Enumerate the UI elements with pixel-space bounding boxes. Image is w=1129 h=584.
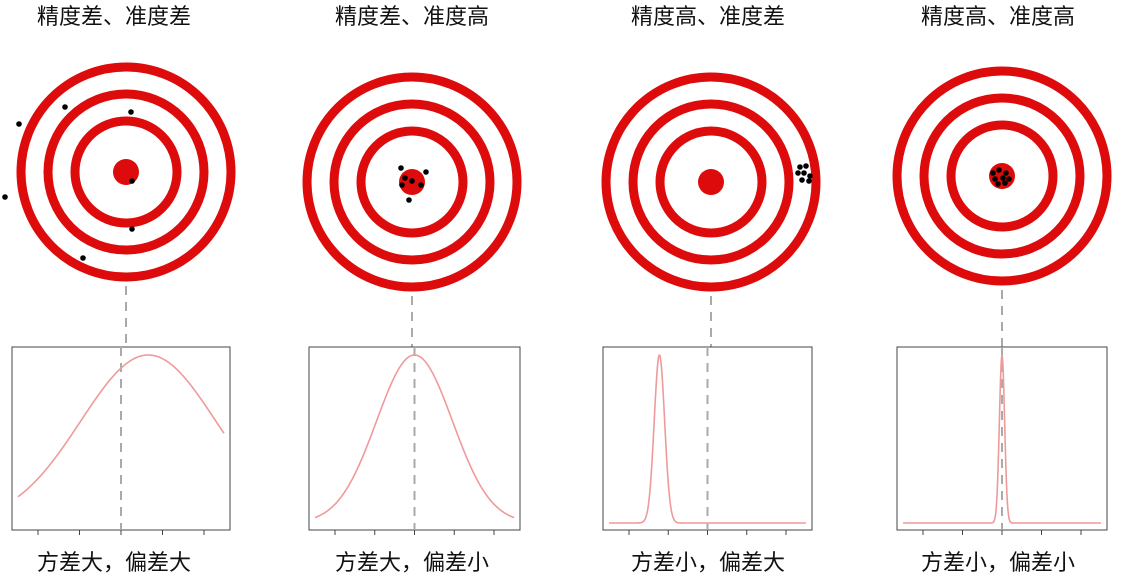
target-ring-1 xyxy=(302,72,522,292)
target-bullseye xyxy=(113,159,139,185)
target-ring-3 xyxy=(946,120,1058,232)
shot-dot xyxy=(423,169,429,175)
shot-dot xyxy=(1000,175,1006,181)
shot-dot xyxy=(797,164,803,170)
shot-dot xyxy=(16,121,22,127)
shot-dot xyxy=(807,173,813,179)
target-ring-1 xyxy=(892,66,1112,286)
target-ring-2 xyxy=(628,99,794,265)
shot-dot xyxy=(399,182,405,188)
target-ring-2 xyxy=(329,99,495,265)
panel-2 xyxy=(302,72,522,535)
panel-3-title: 精度高、准度差 xyxy=(630,5,785,30)
shot-dot xyxy=(801,170,807,176)
shot-dot xyxy=(62,104,68,110)
density-plot-frame xyxy=(602,346,813,531)
shot-dot xyxy=(1002,180,1008,186)
shot-dot xyxy=(806,178,812,184)
shot-dot xyxy=(992,176,998,182)
density-curve xyxy=(903,354,1101,524)
panel-1-title: 精度差、准度差 xyxy=(36,5,191,30)
density-plot-frame xyxy=(896,346,1108,531)
shot-dot xyxy=(995,181,1001,187)
shot-dot xyxy=(129,178,135,184)
shot-dot xyxy=(406,197,412,203)
shot-dot xyxy=(409,178,415,184)
shot-dot xyxy=(2,194,8,200)
panel-4-title: 精度高、准度高 xyxy=(920,5,1075,30)
shot-dot xyxy=(996,167,1002,173)
shot-dot xyxy=(80,255,86,261)
shot-dot xyxy=(129,226,135,232)
target-ring-3 xyxy=(356,126,468,238)
target-ring-3 xyxy=(655,126,767,238)
shot-dot xyxy=(1006,176,1012,182)
shot-dot xyxy=(990,170,996,176)
target-ring-3 xyxy=(70,116,182,228)
panel-2-title: 精度差、准度高 xyxy=(334,5,489,30)
target-ring-1 xyxy=(16,62,236,282)
shot-dot xyxy=(803,163,809,169)
target-ring-2 xyxy=(43,89,209,255)
density-plot-frame xyxy=(11,346,231,531)
panel-3-caption: 方差小，偏差大 xyxy=(630,551,785,576)
shot-dot xyxy=(1003,170,1009,176)
density-curve xyxy=(609,354,806,524)
panel-1-caption: 方差大，偏差大 xyxy=(36,551,191,576)
panel-4-caption: 方差小，偏差小 xyxy=(920,551,1075,576)
density-curve xyxy=(17,354,225,498)
panel-2-caption: 方差大，偏差小 xyxy=(334,551,489,576)
target-ring-1 xyxy=(601,72,821,292)
shot-dot xyxy=(795,170,801,176)
shot-dot xyxy=(418,182,424,188)
density-curve xyxy=(314,354,515,519)
target-ring-2 xyxy=(919,93,1085,259)
panel-3 xyxy=(601,72,821,535)
shot-dot xyxy=(398,165,404,171)
panel-1 xyxy=(2,62,236,535)
shot-dot xyxy=(402,175,408,181)
shot-dot xyxy=(128,109,134,115)
density-plot-frame xyxy=(308,346,521,531)
target-bullseye xyxy=(698,169,724,195)
shot-dot xyxy=(799,177,805,183)
panel-4 xyxy=(892,66,1112,535)
